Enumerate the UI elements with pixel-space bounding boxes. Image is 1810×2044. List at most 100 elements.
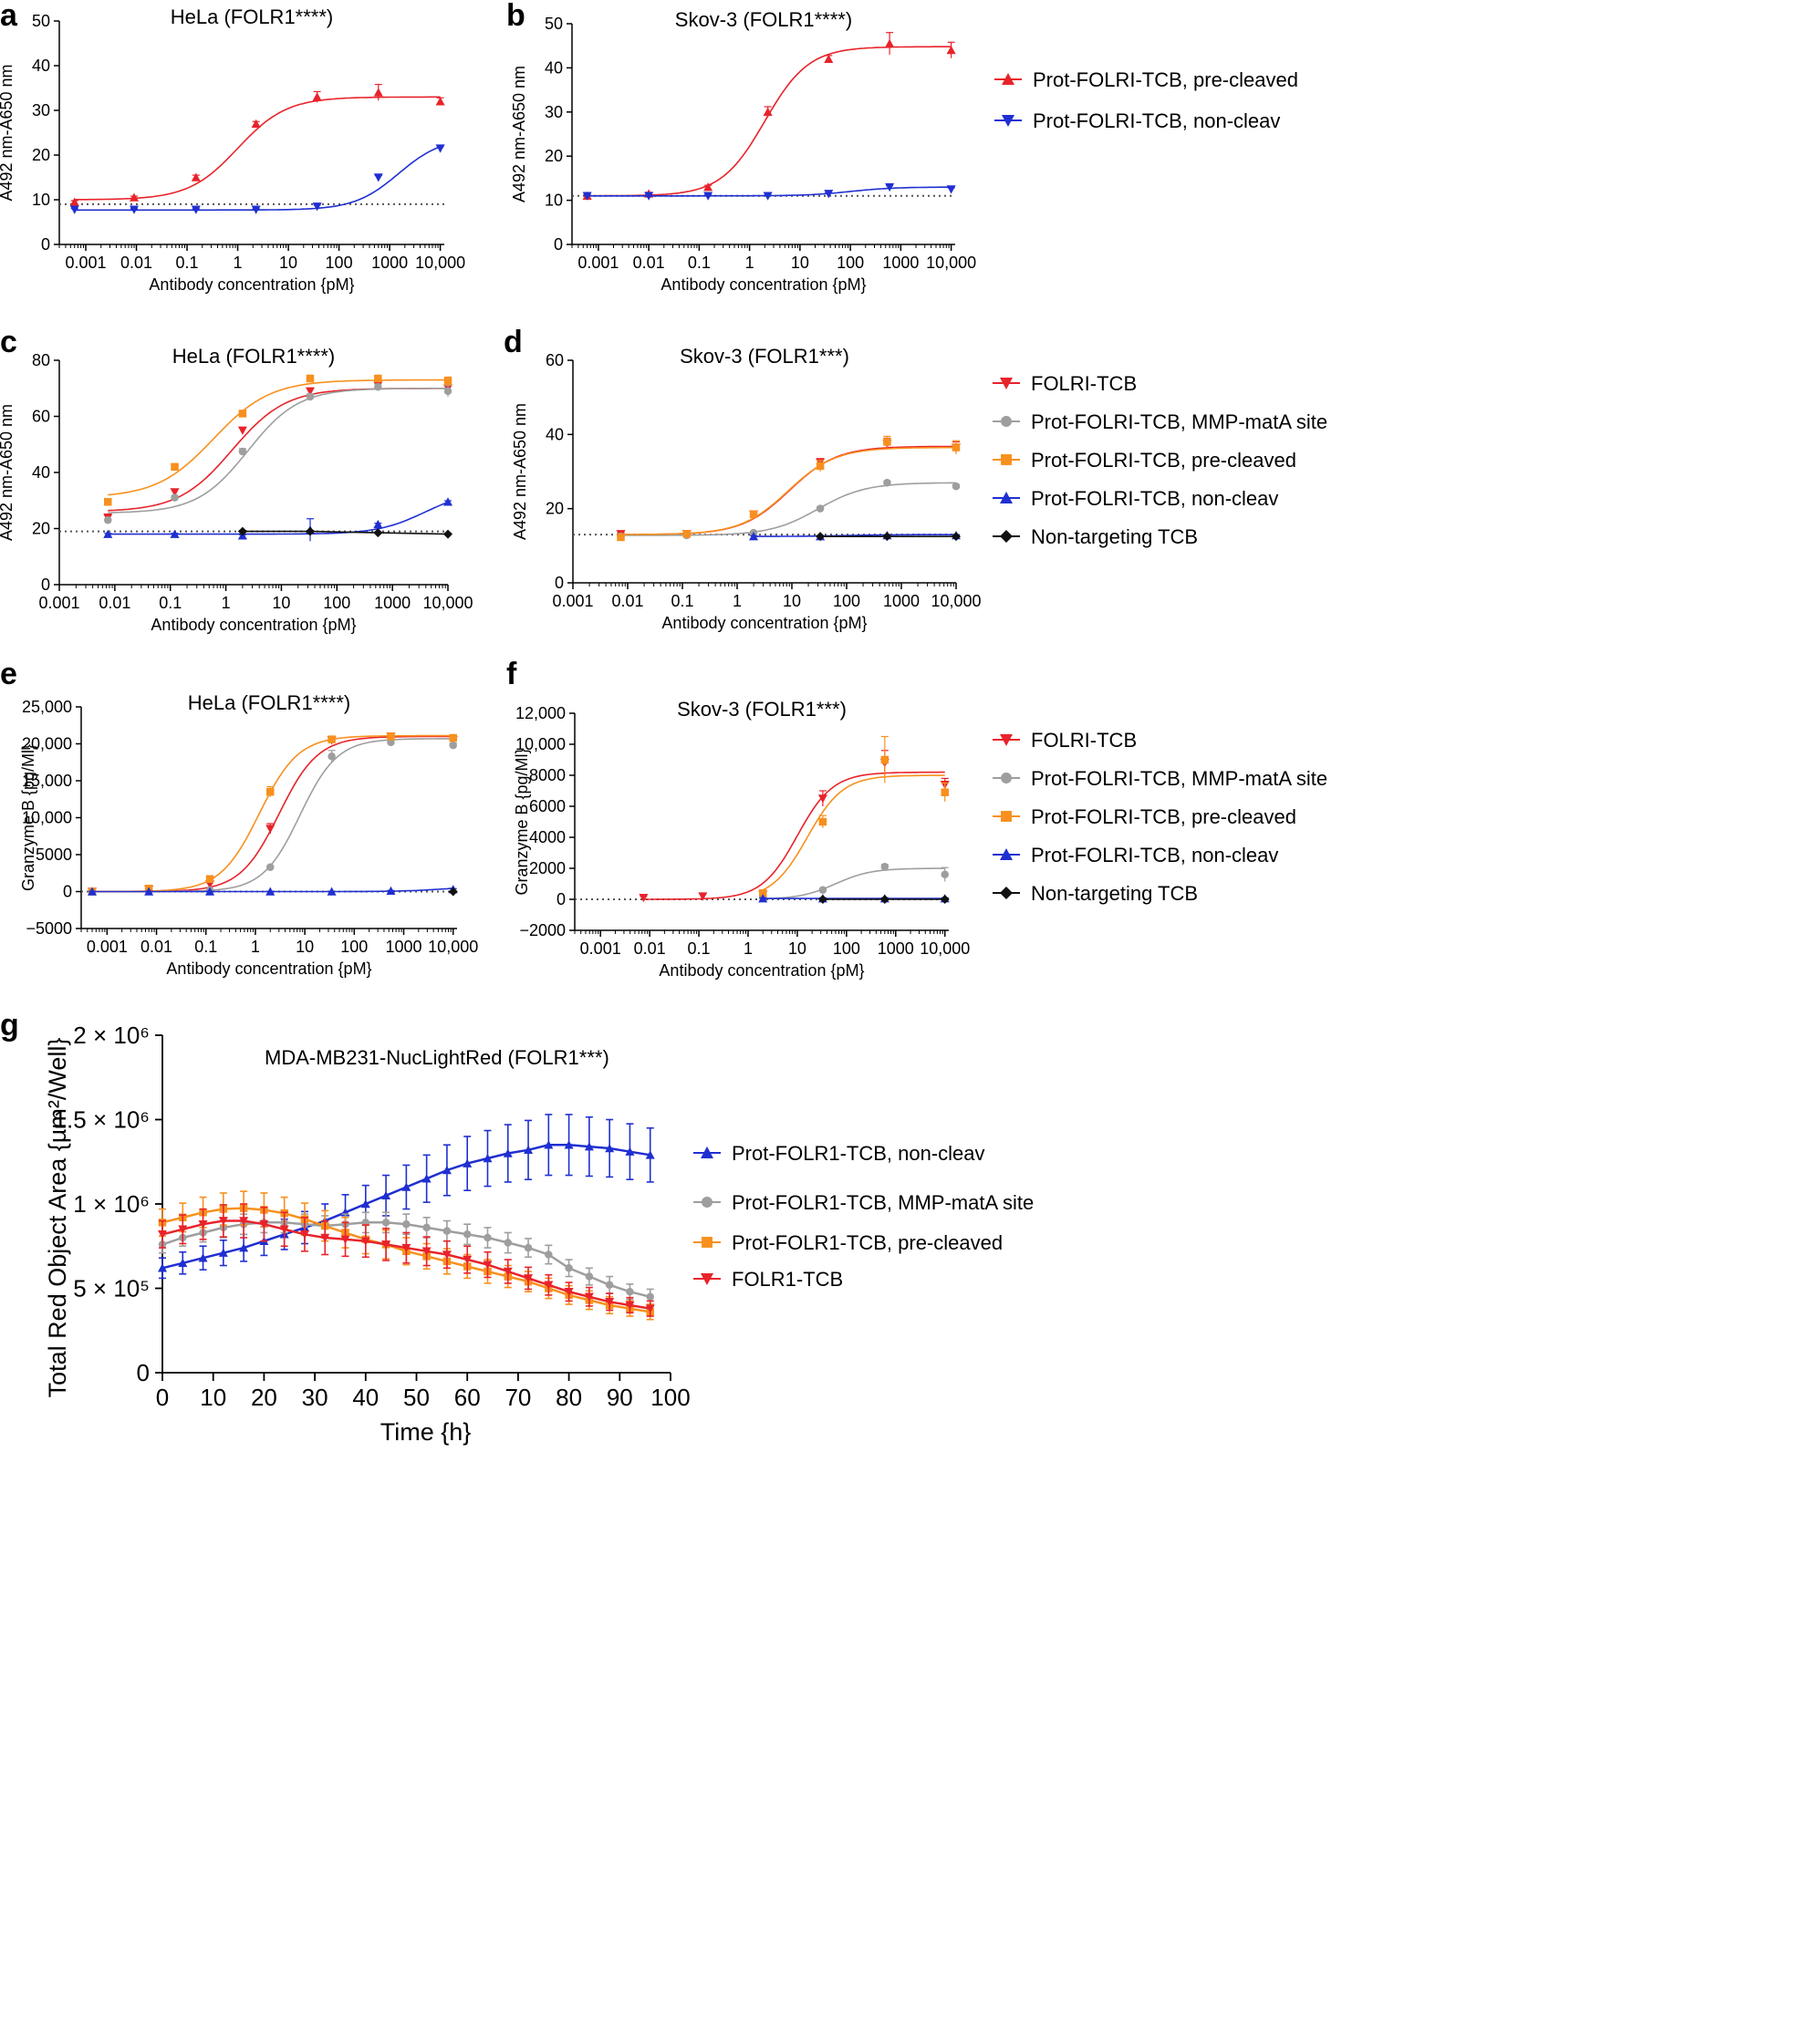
y-axis-label: Granzyme B {pg/Ml} [19,744,37,891]
series-non-targeting-tcb [817,895,950,904]
data-point [170,529,180,538]
panel-letter: c [0,325,17,359]
y-tick-label: 20 [32,146,50,164]
x-axis-label: Time {h} [380,1418,472,1446]
data-point [443,497,452,506]
data-point [373,519,383,529]
data-point [306,374,315,383]
x-tick-label: 10 [296,938,314,956]
fit-curve [762,774,945,891]
data-point [952,532,961,542]
data-point [946,46,956,55]
data-point [421,1174,432,1183]
x-tick-label: 0.001 [580,939,621,958]
y-tick-label: 4000 [529,828,566,846]
panel-letter: g [0,1008,19,1043]
data-point [816,462,825,471]
x-tick-label: 0.1 [671,592,693,610]
x-axis-label: Antibody concentration {pM} [166,960,371,978]
data-point [824,190,834,199]
x-tick-label: 0.1 [688,939,711,958]
data-point [524,1274,534,1283]
chart-title: MDA-MB231-NucLightRed (FOLR1***) [265,1046,609,1069]
x-tick-label: 0 [156,1384,169,1411]
data-point [360,1199,370,1209]
chart-panel-g: g MDA-MB231-NucLightRed (FOLR1***) 0 5 × 10… [0,1008,1034,1446]
data-point [171,462,179,472]
legend-label: Prot-FOLRI-TCB, MMP-matA site [1031,767,1327,790]
series-non-targeting-tcb [816,532,961,542]
data-point [401,1182,411,1191]
series-prot-folri-tcb-mmp-mata-site [617,478,961,541]
legend-label: Non-targeting TCB [1031,525,1198,548]
chart-panel-d: d Skov-3 (FOLR1***) 0 20 40 60 0.001 0.01 0.1 1 10… [504,325,1327,632]
legend-marker [1000,734,1013,746]
x-tick-label: 100 [837,254,864,272]
data-point [885,38,895,48]
data-point [435,97,445,106]
series-prot-folri-tcb-mmp-mata-site [104,382,452,524]
data-point [940,895,950,904]
data-point [763,107,773,117]
data-point [237,426,247,435]
chart-panel-a: a HeLa (FOLR1****) 0 10 20 30 40 50 0.001 0.01 0.1… [0,0,465,294]
data-point [218,1217,228,1226]
y-tick-label: 80 [32,351,50,369]
chart-panel-c: c HeLa (FOLR1****) 0 20 40 60 80 0.001 0.01 0.1 1 1… [0,325,473,634]
panel-letter: e [0,657,17,691]
legend-label: FOLRI-TCB [1031,372,1137,395]
data-point [879,895,889,904]
data-point [582,192,592,201]
data-point [883,478,891,487]
legend-label: Prot-FOLRI-TCB, non-cleav [1031,844,1278,866]
data-point [386,886,396,895]
legend: Prot-FOLR1-TCB, non-cleav Prot-FOLR1-TCB,… [693,1142,1034,1291]
x-tick-label: 1000 [878,939,914,958]
data-point [373,528,383,538]
data-point [817,895,827,904]
series-prot-folri-tcb-pre-cleaved [758,735,949,897]
legend-label: Prot-FOLRI-TCB, pre-cleaved [1033,68,1298,91]
y-tick-label: 1.5 × 10⁶ [54,1106,150,1134]
data-point [178,1258,188,1267]
legend-label: FOLRI-TCB [1031,729,1137,752]
data-point [952,443,961,451]
data-point [387,738,395,747]
panel-letter: a [0,0,18,33]
data-point [483,1261,493,1270]
legend: FOLRI-TCB Prot-FOLRI-TCB, MMP-matA site Pr… [993,729,1327,905]
legend-marker [1000,492,1013,503]
y-tick-label: 60 [32,408,50,426]
x-tick-label: 100 [323,594,350,612]
data-point [129,192,139,202]
data-point [646,1292,654,1301]
data-point [238,447,247,456]
fit-curve [754,534,956,537]
chart-title: Skov-3 (FOLR1***) [680,345,849,368]
panel-letter: d [504,325,523,359]
data-point [328,735,336,743]
data-point [484,1233,492,1242]
x-tick-label: 1000 [883,592,920,610]
y-tick-label: 2000 [529,859,566,877]
data-point [885,182,895,192]
x-tick-label: 10,000 [931,592,981,610]
y-tick-label: 0 [137,1359,150,1386]
data-point [443,377,452,386]
data-point [279,1225,289,1234]
data-point [422,1223,431,1232]
y-tick-label: 40 [32,463,50,482]
y-tick-label: 8000 [529,766,566,784]
x-tick-label: 0.001 [552,592,593,610]
data-point [178,1225,188,1234]
x-tick-label: 10,000 [926,254,976,272]
legend-marker [1001,416,1012,427]
x-tick-label: 0.1 [688,254,711,272]
legend-marker [1000,378,1013,389]
data-point [191,205,201,214]
data-point [239,1243,249,1252]
x-tick-label: 10,000 [422,594,473,612]
data-point [463,1158,473,1167]
data-point [639,894,649,903]
chart-title: HeLa (FOLR1****) [188,691,351,714]
